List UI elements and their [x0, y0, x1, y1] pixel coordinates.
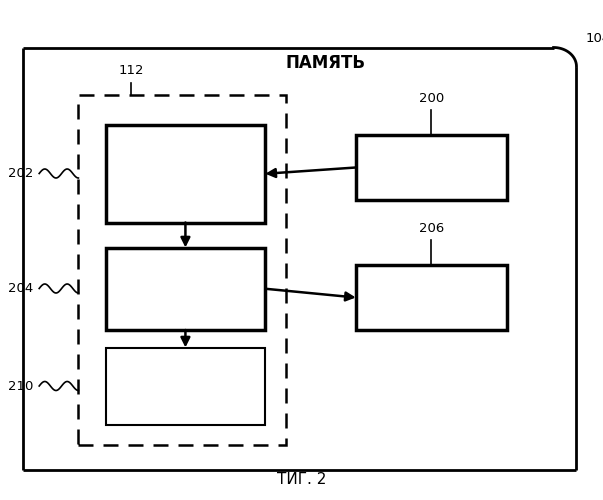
Text: ГОСТЕВЫЕ
КОМАНДЫ: ГОСТЕВЫЕ КОМАНДЫ — [397, 156, 466, 179]
Text: ΤИГ. 2: ΤИГ. 2 — [277, 472, 326, 488]
Text: 200: 200 — [418, 92, 444, 105]
Bar — [356, 265, 507, 330]
Bar — [106, 348, 265, 425]
Text: ПРОГРАММА
ТРАНСЛЯЦИИ
КОМАНД: ПРОГРАММА ТРАНСЛЯЦИИ КОМАНД — [141, 270, 230, 307]
Text: СОБСТВЕННЫЕ
КОМАНДЫ: СОБСТВЕННЫЕ КОМАНДЫ — [384, 286, 479, 309]
Bar — [106, 248, 265, 330]
Text: 210: 210 — [8, 380, 33, 392]
Bar — [106, 125, 265, 222]
Text: 112: 112 — [119, 64, 144, 78]
Text: 204: 204 — [8, 282, 33, 295]
Bar — [78, 95, 286, 445]
Text: 202: 202 — [8, 167, 33, 180]
Text: ПАМЯТЬ: ПАМЯТЬ — [286, 54, 365, 72]
Text: 104: 104 — [586, 32, 603, 45]
Bar — [356, 135, 507, 200]
Text: ПРОГРАММА
СЧИТЫВАНИЯ
КОМАНД: ПРОГРАММА СЧИТЫВАНИЯ КОМАНД — [140, 156, 230, 192]
Text: ПРОГРАММА
УПРАВЛЕНИЯ
ЭМУЛЯЦИЕЙ: ПРОГРАММА УПРАВЛЕНИЯ ЭМУЛЯЦИЕЙ — [142, 367, 229, 406]
Text: 206: 206 — [418, 222, 444, 235]
